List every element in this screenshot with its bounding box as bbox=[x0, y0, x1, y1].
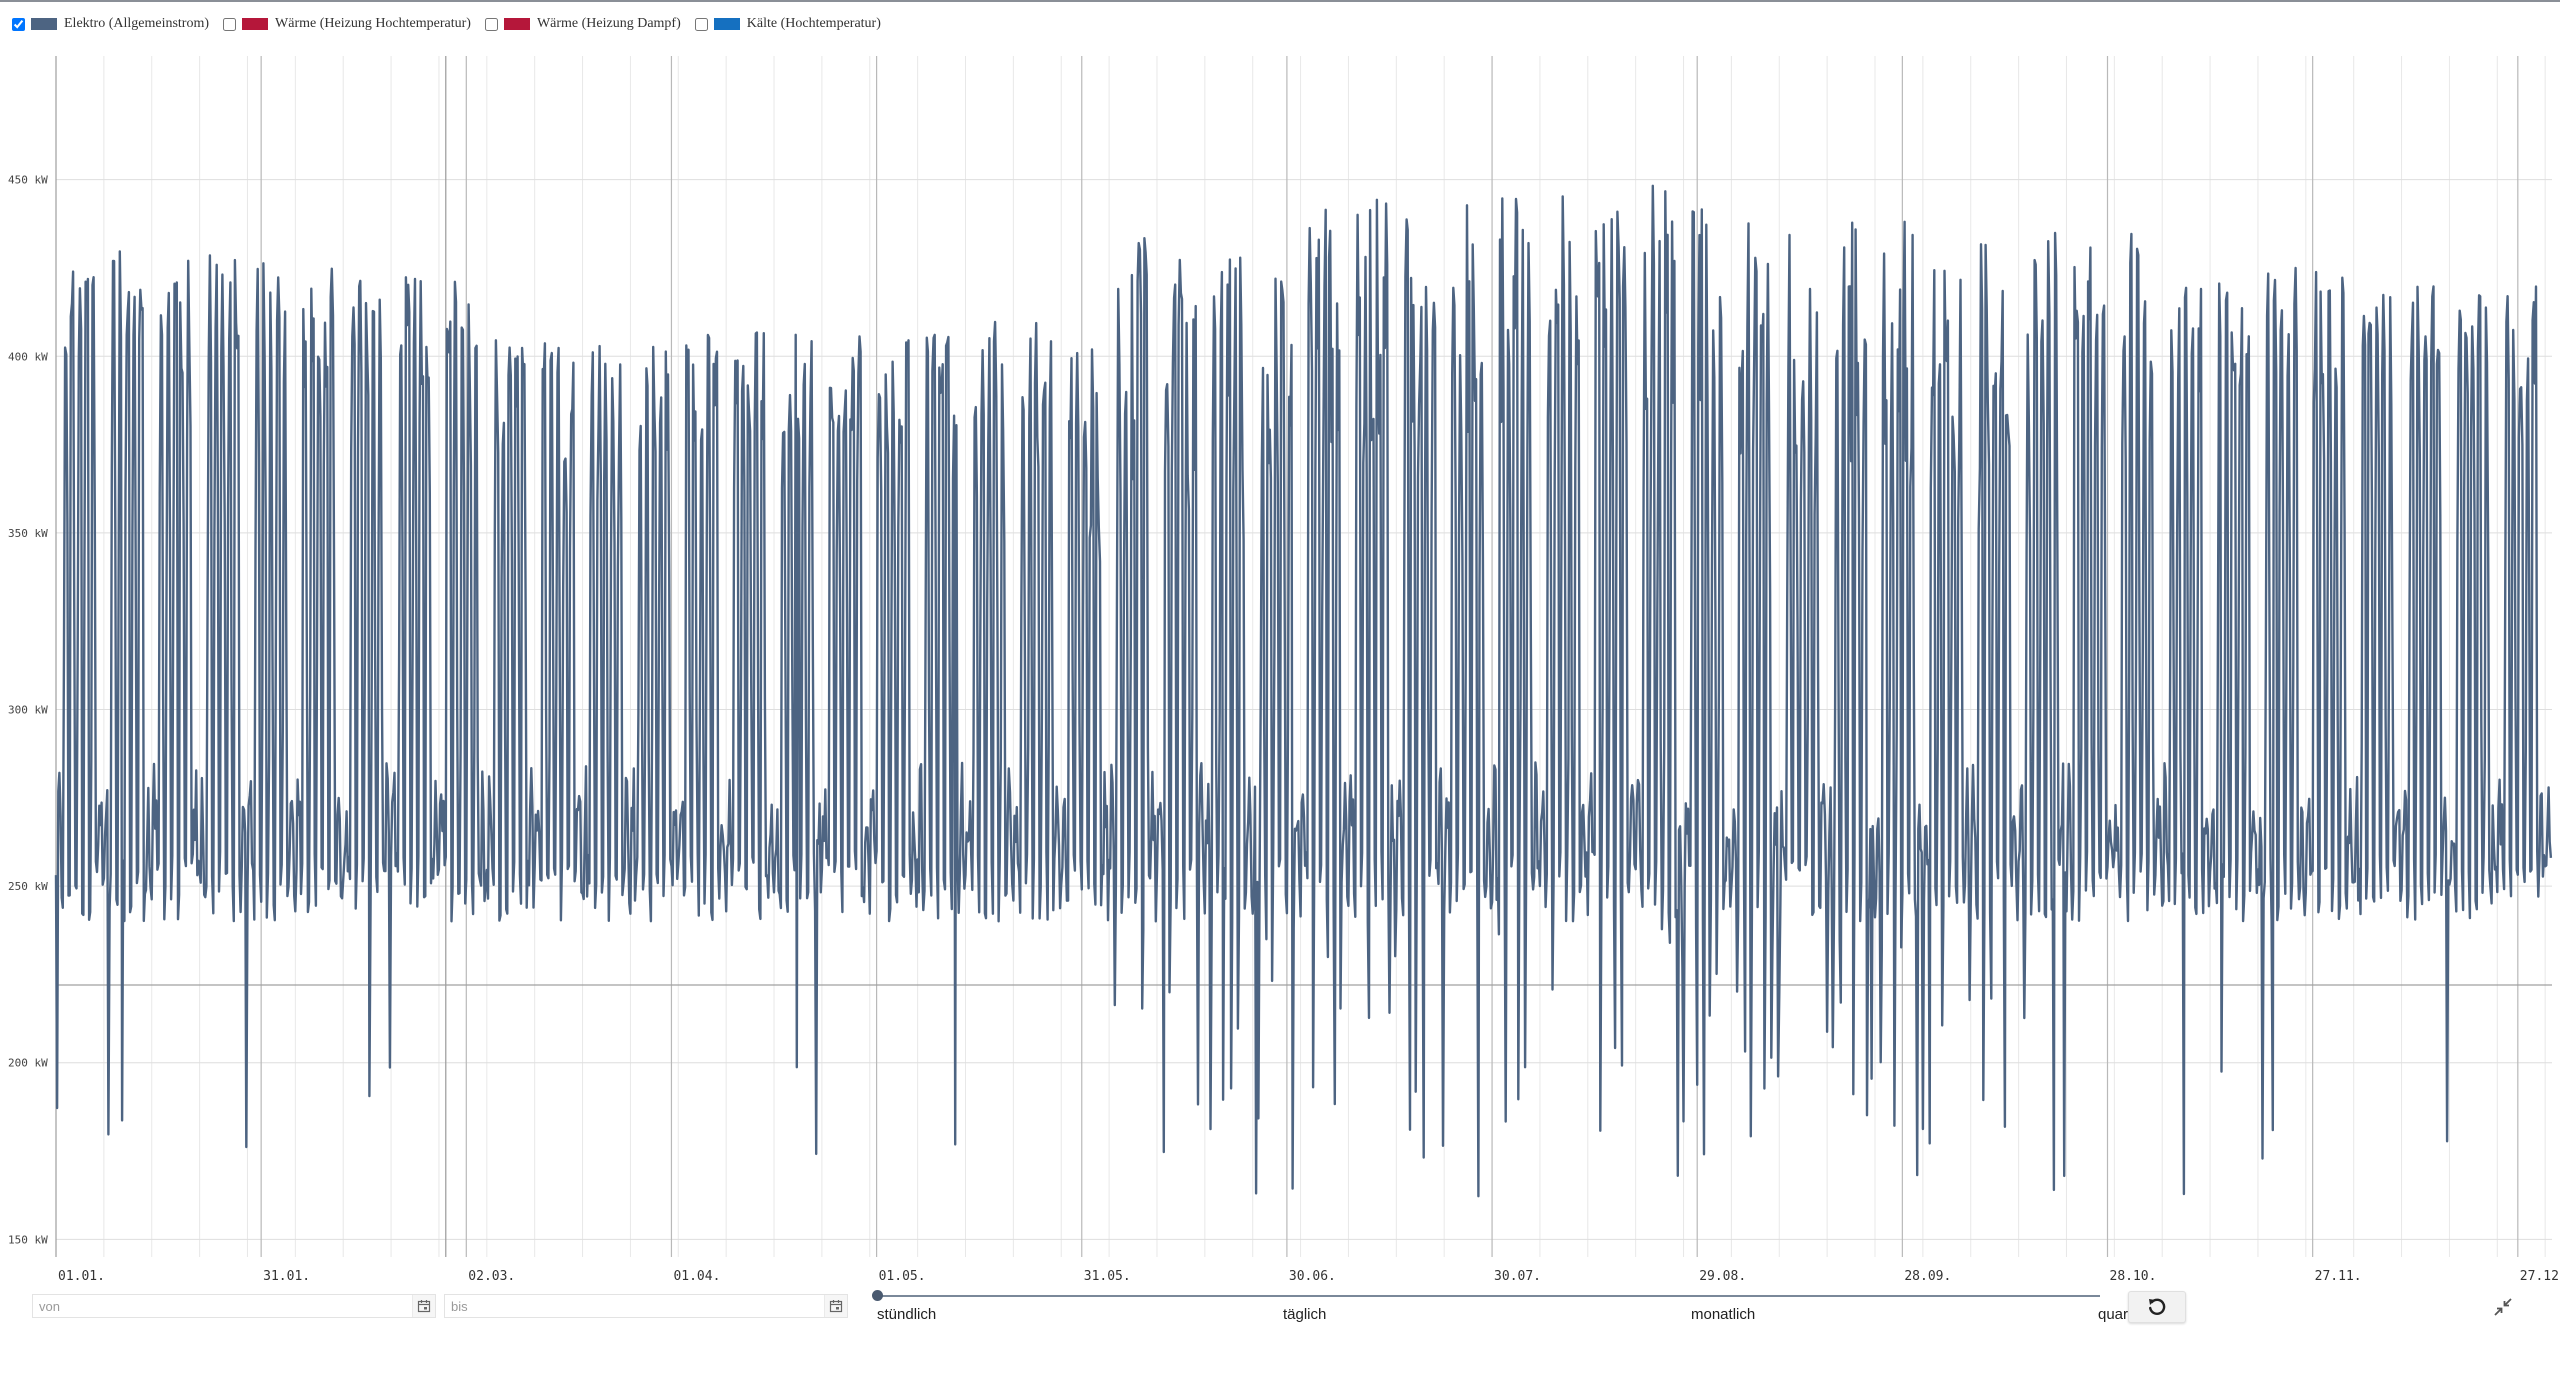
y-tick-label: 450 kW bbox=[8, 174, 48, 187]
legend-checkbox[interactable] bbox=[484, 17, 498, 31]
line-chart: 150 kW 200 kW 250 kW 300 kW 350 kW 400 kW 450 … bbox=[8, 56, 2560, 1280]
resolution-slider-track[interactable] bbox=[877, 1295, 2100, 1297]
from-date-input[interactable] bbox=[33, 1295, 412, 1317]
legend-checkbox[interactable] bbox=[223, 17, 237, 31]
undo-icon bbox=[2149, 1298, 2166, 1315]
x-tick-label: 31.01. bbox=[263, 1269, 310, 1280]
legend-swatch bbox=[503, 18, 530, 30]
x-tick-label: 30.06. bbox=[1289, 1269, 1336, 1280]
legend-item[interactable]: Kälte (Hochtemperatur) bbox=[694, 16, 881, 32]
calendar-icon[interactable] bbox=[824, 1295, 847, 1317]
legend-item[interactable]: Elektro (Allgemeinstrom) bbox=[12, 16, 209, 32]
y-tick-label: 250 kW bbox=[8, 880, 48, 893]
legend-label: Elektro (Allgemeinstrom) bbox=[64, 16, 210, 31]
x-tick-label: 29.08. bbox=[1699, 1269, 1746, 1280]
legend-swatch bbox=[713, 18, 740, 30]
collapse-icon[interactable] bbox=[2490, 1294, 2516, 1320]
chart-legend: Elektro (Allgemeinstrom) Wärme (Heizung H… bbox=[12, 14, 895, 34]
x-tick-label: 01.04. bbox=[673, 1269, 720, 1280]
resolution-slider-handle[interactable] bbox=[872, 1290, 883, 1301]
y-tick-label: 150 kW bbox=[8, 1233, 48, 1246]
x-tick-label: 28.10. bbox=[2110, 1269, 2157, 1280]
legend-label: Wärme (Heizung Hochtemperatur) bbox=[275, 16, 471, 31]
x-tick-label: 30.07. bbox=[1494, 1269, 1541, 1280]
legend-swatch bbox=[31, 18, 57, 30]
resolution-option-hourly[interactable]: stündlich bbox=[877, 1306, 937, 1323]
legend-checkbox[interactable] bbox=[12, 17, 25, 31]
to-date-field[interactable] bbox=[444, 1294, 848, 1318]
x-tick-label: 01.05. bbox=[879, 1269, 926, 1280]
legend-swatch bbox=[242, 18, 269, 30]
top-border bbox=[0, 0, 2560, 2]
y-tick-label: 400 kW bbox=[8, 350, 48, 363]
x-tick-label: 02.03. bbox=[468, 1269, 515, 1280]
x-tick-label: 27.11. bbox=[2315, 1269, 2362, 1280]
x-tick-label: 28.09. bbox=[1904, 1269, 1951, 1280]
resolution-option-daily[interactable]: täglich bbox=[1283, 1306, 1327, 1323]
y-tick-label: 200 kW bbox=[8, 1057, 48, 1070]
x-tick-label: 31.05. bbox=[1084, 1269, 1131, 1280]
reset-zoom-button[interactable] bbox=[2128, 1291, 2186, 1323]
legend-checkbox[interactable] bbox=[694, 17, 708, 31]
x-tick-label: 27.12. bbox=[2520, 1269, 2560, 1280]
y-tick-label: 300 kW bbox=[8, 703, 48, 716]
x-tick-label: 01.01. bbox=[58, 1269, 105, 1280]
y-tick-label: 350 kW bbox=[8, 527, 48, 540]
legend-label: Kälte (Hochtemperatur) bbox=[746, 16, 881, 31]
from-date-field[interactable] bbox=[32, 1294, 436, 1318]
legend-item[interactable]: Wärme (Heizung Dampf) bbox=[484, 16, 681, 32]
calendar-icon[interactable] bbox=[412, 1295, 435, 1317]
resolution-option-monthly[interactable]: monatlich bbox=[1691, 1306, 1756, 1323]
legend-label: Wärme (Heizung Dampf) bbox=[536, 16, 681, 31]
series-line-elektro bbox=[54, 184, 2553, 1198]
resolution-option-quarterly[interactable]: quar bbox=[2098, 1306, 2129, 1323]
to-date-input[interactable] bbox=[445, 1295, 824, 1317]
legend-item[interactable]: Wärme (Heizung Hochtemperatur) bbox=[223, 16, 471, 32]
